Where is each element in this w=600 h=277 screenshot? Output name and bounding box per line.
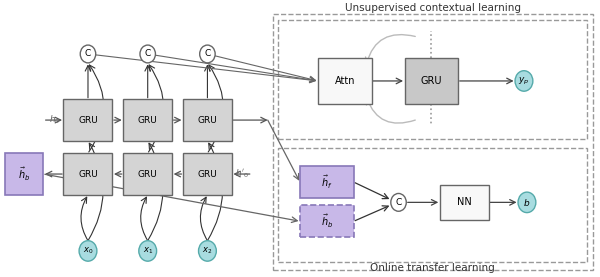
FancyBboxPatch shape [64,99,112,141]
FancyBboxPatch shape [183,153,232,195]
Ellipse shape [391,193,406,211]
Ellipse shape [200,45,215,63]
Text: NN: NN [457,198,472,207]
FancyBboxPatch shape [183,99,232,141]
Text: C: C [395,198,401,207]
Text: Attn: Attn [335,76,355,86]
Text: $\vec{h}_f$: $\vec{h}_f$ [321,173,332,191]
Text: $x_0$: $x_0$ [83,246,93,256]
FancyBboxPatch shape [404,58,458,104]
FancyBboxPatch shape [123,153,172,195]
Ellipse shape [80,45,96,63]
Text: $\vec{h}_b$: $\vec{h}_b$ [18,165,30,183]
Ellipse shape [79,241,97,261]
Text: $h'_0$: $h'_0$ [235,168,249,180]
Ellipse shape [199,241,217,261]
Text: GRU: GRU [197,170,217,179]
Text: GRU: GRU [138,170,158,179]
Text: $\vec{h}_b$: $\vec{h}_b$ [321,213,333,230]
Text: GRU: GRU [138,116,158,125]
FancyBboxPatch shape [64,153,112,195]
FancyBboxPatch shape [300,166,354,198]
Text: C: C [85,50,91,58]
Text: $x_2$: $x_2$ [202,246,212,256]
FancyBboxPatch shape [300,205,354,237]
Text: GRU: GRU [197,116,217,125]
Ellipse shape [139,241,157,261]
Text: GRU: GRU [421,76,442,86]
Ellipse shape [515,71,533,91]
Text: C: C [145,50,151,58]
Text: GRU: GRU [78,170,98,179]
Text: GRU: GRU [78,116,98,125]
Ellipse shape [140,45,155,63]
Text: $y_p$: $y_p$ [518,75,530,86]
FancyBboxPatch shape [440,185,489,220]
Text: Online transfer learning: Online transfer learning [370,263,494,273]
Text: $x_1$: $x_1$ [143,246,153,256]
Ellipse shape [518,192,536,213]
Text: Unsupervised contextual learning: Unsupervised contextual learning [345,3,521,13]
FancyBboxPatch shape [318,58,371,104]
Text: C: C [205,50,211,58]
FancyBboxPatch shape [5,153,43,195]
FancyBboxPatch shape [123,99,172,141]
Text: $b$: $b$ [523,197,530,208]
Text: $h_0$: $h_0$ [49,114,61,126]
